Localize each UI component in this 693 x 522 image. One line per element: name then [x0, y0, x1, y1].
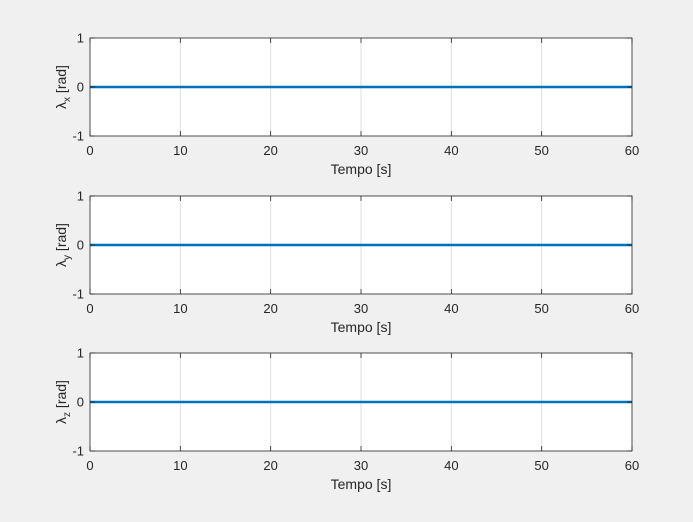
y-axis-label-subscript: x — [62, 97, 73, 102]
x-tick-label: 60 — [625, 301, 639, 316]
y-axis-label: λx [rad] — [53, 65, 73, 109]
y-axis-label-symbol: λ — [53, 417, 69, 424]
x-tick-label: 0 — [86, 458, 93, 473]
x-tick-label: 50 — [534, 143, 548, 158]
x-tick-label: 40 — [444, 143, 458, 158]
y-axis-label-symbol: λ — [53, 260, 69, 267]
x-tick-label: 30 — [354, 301, 368, 316]
x-tick-label: 20 — [263, 143, 277, 158]
x-tick-label: 0 — [86, 301, 93, 316]
x-tick-label: 40 — [444, 458, 458, 473]
x-tick-label: 60 — [625, 143, 639, 158]
y-axis-label: λy [rad] — [53, 223, 73, 267]
x-tick-label: 10 — [173, 143, 187, 158]
x-tick-label: 10 — [173, 458, 187, 473]
y-axis-label-unit: [rad] — [53, 223, 69, 255]
y-axis-label-symbol: λ — [53, 102, 69, 109]
x-tick-label: 30 — [354, 458, 368, 473]
y-tick-label: -1 — [72, 444, 84, 459]
y-axis-label-unit: [rad] — [53, 65, 69, 97]
y-tick-label: 0 — [77, 80, 84, 95]
y-axis-label-unit: [rad] — [53, 380, 69, 412]
y-tick-label: 1 — [77, 346, 84, 361]
y-axis-label-subscript: y — [62, 255, 73, 260]
y-tick-label: 1 — [77, 31, 84, 46]
x-tick-label: 50 — [534, 458, 548, 473]
x-tick-label: 40 — [444, 301, 458, 316]
x-tick-label: 10 — [173, 301, 187, 316]
x-axis-label: Tempo [s] — [331, 476, 392, 492]
y-tick-label: 1 — [77, 189, 84, 204]
y-tick-label: 0 — [77, 238, 84, 253]
y-axis-label: λz [rad] — [53, 380, 73, 424]
x-tick-label: 20 — [263, 458, 277, 473]
x-tick-label: 20 — [263, 301, 277, 316]
x-tick-label: 0 — [86, 143, 93, 158]
y-tick-label: -1 — [72, 287, 84, 302]
x-axis-label: Tempo [s] — [331, 319, 392, 335]
y-tick-label: 0 — [77, 395, 84, 410]
x-tick-label: 30 — [354, 143, 368, 158]
x-axis-label: Tempo [s] — [331, 161, 392, 177]
x-tick-label: 60 — [625, 458, 639, 473]
y-tick-label: -1 — [72, 129, 84, 144]
y-axis-label-subscript: z — [62, 412, 73, 417]
x-tick-label: 50 — [534, 301, 548, 316]
